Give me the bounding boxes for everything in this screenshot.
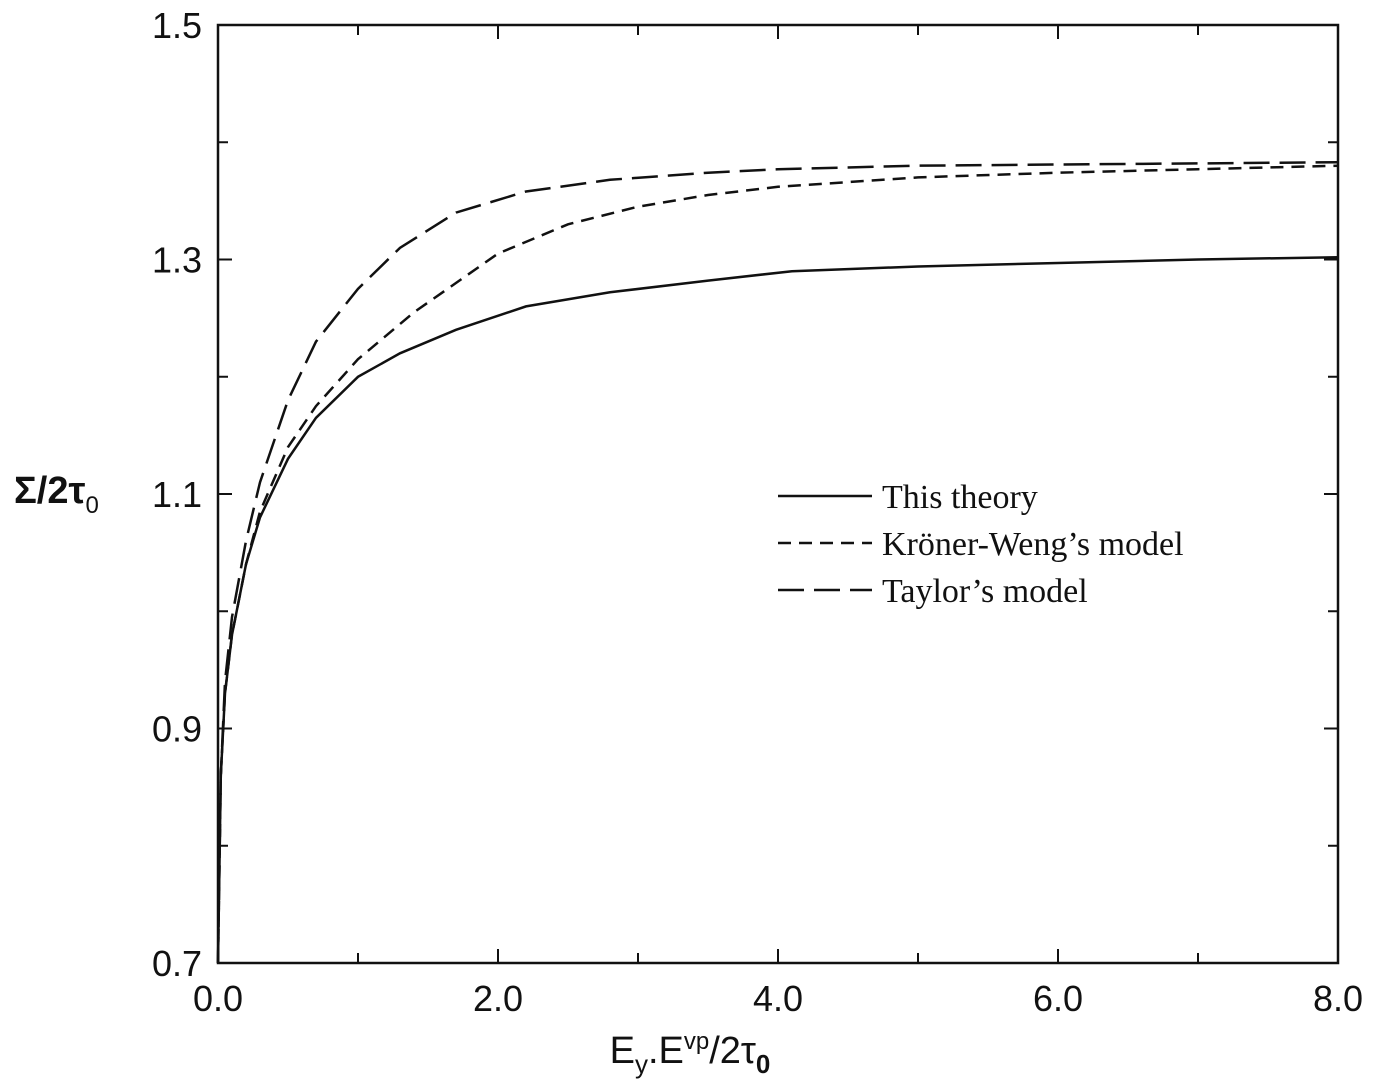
x-axis-title-sub2: 0: [756, 1049, 770, 1079]
axis-ticks: [217, 24, 1339, 964]
x-tick-label: 2.0: [473, 978, 523, 1019]
legend-label: Taylor’s model: [882, 573, 1088, 610]
legend-label: Kröner-Weng’s model: [882, 526, 1184, 563]
legend-label: This theory: [882, 479, 1038, 516]
x-tick-label: 8.0: [1313, 978, 1363, 1019]
x-axis-title: Ey.Evp/2τ0: [610, 1028, 771, 1079]
y-tick-label: 0.9: [152, 709, 202, 750]
y-tick-label: 1.5: [152, 5, 202, 46]
y-tick-label: 1.1: [152, 474, 202, 515]
x-axis-title-mid: .E: [648, 1030, 684, 1072]
x-tick-label: 0.0: [193, 978, 243, 1019]
x-tick-label: 4.0: [753, 978, 803, 1019]
y-axis-title: Σ/2τ0: [14, 470, 99, 519]
series-line-3: [216, 160, 1339, 964]
series-line-2: [216, 164, 1339, 964]
series-lines: [216, 160, 1339, 964]
series-line-1: [216, 255, 1339, 964]
x-axis-title-tail: /2τ: [709, 1030, 756, 1072]
plot-frame: [216, 23, 1340, 965]
x-axis-title-sup: vp: [684, 1028, 709, 1055]
legend: This theory Kröner-Weng’s model Taylor’s m…: [778, 479, 1184, 610]
x-axis-title-sub1: y: [635, 1049, 648, 1079]
y-axis-title-sub: 0: [85, 492, 98, 519]
x-tick-label: 6.0: [1033, 978, 1083, 1019]
y-tick-label: 1.3: [152, 240, 202, 281]
y-tick-label: 0.7: [152, 943, 202, 984]
y-axis-title-main: Σ/2τ: [14, 470, 85, 512]
x-axis-title-base: E: [610, 1030, 635, 1072]
axis-tick-labels: 0.0 2.0 4.0 6.0 8.0 0.7 0.9 1.1 1.3 1.5: [152, 5, 1363, 1019]
